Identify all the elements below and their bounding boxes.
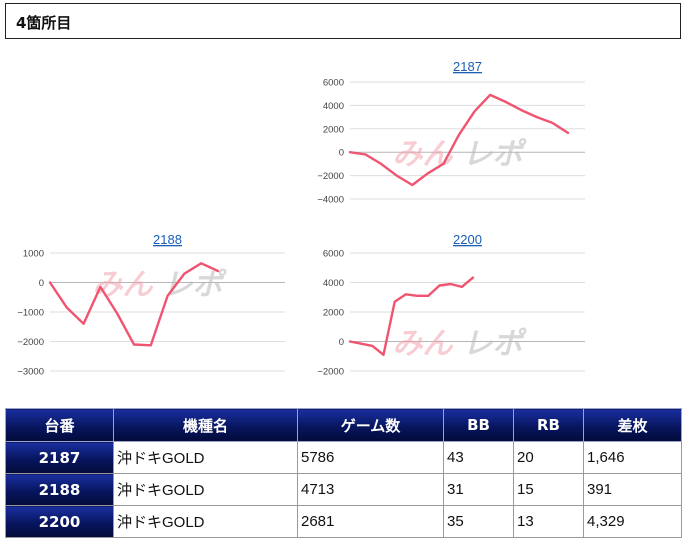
watermark-logo-part1: みん bbox=[93, 268, 154, 303]
chart-2187: 2187 6000 4000 2000 0 −2000 −4000 みん レポ bbox=[300, 55, 600, 215]
watermark-logo-part2: レポ bbox=[463, 327, 528, 362]
chart-2188: 2188 1000 0 −1000 −2000 −3000 みん レポ bbox=[0, 228, 300, 383]
chart-svg: 2188 1000 0 −1000 −2000 −3000 みん レポ bbox=[17, 232, 285, 378]
cell-diff: 1,646 bbox=[583, 441, 682, 474]
y-tick-label: −4000 bbox=[317, 195, 344, 206]
chart-title-link[interactable]: 2187 bbox=[453, 59, 482, 74]
watermark-logo-part1: みん bbox=[393, 327, 454, 362]
chart-2200: 2200 6000 4000 2000 0 −2000 みん レポ bbox=[300, 228, 600, 383]
cell-model-name: 沖ドキGOLD bbox=[113, 441, 298, 474]
y-tick-label: −1000 bbox=[17, 308, 44, 319]
chart-title-link[interactable]: 2188 bbox=[153, 232, 182, 247]
cell-rb: 13 bbox=[513, 505, 584, 538]
machine-data-table: 台番 機種名 ゲーム数 BB RB 差枚 2187 沖ドキGOLD 5786 4… bbox=[5, 408, 682, 538]
series-line bbox=[348, 93, 570, 187]
chart-svg: 2187 6000 4000 2000 0 −2000 −4000 みん レポ bbox=[317, 59, 585, 206]
y-tick-label: −3000 bbox=[17, 367, 44, 378]
cell-game-count: 2681 bbox=[297, 505, 444, 538]
header-diff: 差枚 bbox=[583, 408, 682, 442]
cell-machine-number: 2200 bbox=[5, 505, 114, 538]
y-tick-label: 6000 bbox=[323, 78, 344, 89]
y-tick-label: 0 bbox=[339, 148, 344, 159]
cell-model-name: 沖ドキGOLD bbox=[113, 505, 298, 538]
header-bb: BB bbox=[443, 408, 514, 442]
y-tick-label: 1000 bbox=[23, 249, 44, 260]
y-tick-label: −2000 bbox=[17, 337, 44, 348]
y-tick-label: 4000 bbox=[323, 101, 344, 112]
y-tick-label: −2000 bbox=[317, 171, 344, 182]
cell-bb: 31 bbox=[443, 473, 514, 506]
header-model-name: 機種名 bbox=[113, 408, 298, 442]
cell-machine-number: 2188 bbox=[5, 473, 114, 506]
header-game-count: ゲーム数 bbox=[297, 408, 444, 442]
cell-bb: 43 bbox=[443, 441, 514, 474]
series-line bbox=[48, 262, 220, 347]
table-row: 2188 沖ドキGOLD 4713 31 15 391 bbox=[5, 473, 682, 506]
chart-svg: 2200 6000 4000 2000 0 −2000 みん レポ bbox=[317, 232, 585, 378]
cell-model-name: 沖ドキGOLD bbox=[113, 473, 298, 506]
watermark-logo-part2: レポ bbox=[163, 268, 228, 303]
y-tick-label: −2000 bbox=[317, 367, 344, 378]
section-title: 4箇所目 bbox=[16, 14, 72, 32]
table-row: 2200 沖ドキGOLD 2681 35 13 4,329 bbox=[5, 505, 682, 538]
cell-bb: 35 bbox=[443, 505, 514, 538]
watermark-logo-part2: レポ bbox=[463, 137, 528, 172]
cell-diff: 4,329 bbox=[583, 505, 682, 538]
series-line bbox=[348, 276, 475, 357]
table-header-row: 台番 機種名 ゲーム数 BB RB 差枚 bbox=[5, 408, 682, 442]
cell-game-count: 5786 bbox=[297, 441, 444, 474]
cell-game-count: 4713 bbox=[297, 473, 444, 506]
y-tick-label: 6000 bbox=[323, 249, 344, 260]
watermark-logo-part1: みん bbox=[393, 137, 454, 172]
y-tick-label: 2000 bbox=[323, 308, 344, 319]
y-tick-label: 0 bbox=[39, 278, 44, 289]
y-tick-label: 0 bbox=[339, 337, 344, 348]
chart-title-link[interactable]: 2200 bbox=[453, 232, 482, 247]
header-rb: RB bbox=[513, 408, 584, 442]
table-row: 2187 沖ドキGOLD 5786 43 20 1,646 bbox=[5, 441, 682, 474]
y-tick-label: 2000 bbox=[323, 124, 344, 135]
cell-machine-number: 2187 bbox=[5, 441, 114, 474]
cell-rb: 20 bbox=[513, 441, 584, 474]
y-tick-label: 4000 bbox=[323, 278, 344, 289]
cell-diff: 391 bbox=[583, 473, 682, 506]
cell-rb: 15 bbox=[513, 473, 584, 506]
section-header: 4箇所目 bbox=[5, 3, 681, 39]
header-machine-number: 台番 bbox=[5, 408, 114, 442]
